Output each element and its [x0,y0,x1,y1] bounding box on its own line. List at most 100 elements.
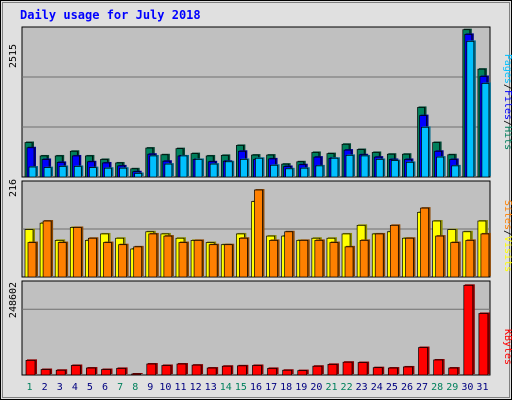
bar-pages-day-8 [134,173,143,178]
bar-kbytes-day-24 [372,367,383,376]
bar-kbytes-day-4 [70,365,81,376]
bar-kbytes-day-17 [267,368,277,376]
panel-visitors-legend: Sites/Visits [502,200,512,272]
bar-pages-day-10 [164,163,173,178]
bar-sites-day-7 [118,244,127,278]
bar-kbytes-day-27 [418,347,428,376]
x-axis-day-labels: 1 2 3 4 5 6 7 8 9 10 11 12 13 14 15 16 17 18 19 20 21 22 23 24 2… [27,382,489,393]
x-tick-label-day-5: 5 [87,382,93,393]
bar-sites-day-16 [254,189,263,278]
x-tick-label-day-15: 15 [235,382,247,393]
bar-pages-day-11 [179,155,188,178]
bar-kbytes-day-30 [463,284,474,376]
x-tick-label-day-4: 4 [72,382,78,393]
panel-volume-legend: KBytes [502,329,512,365]
bar-sites-day-24 [374,233,384,278]
bar-kbytes-day-2 [40,369,51,376]
x-tick-label-day-12: 12 [190,382,202,393]
bar-kbytes-day-16 [252,365,262,376]
bar-pages-day-12 [194,159,203,178]
x-tick-label-day-24: 24 [371,382,383,393]
bar-pages-day-23 [360,155,369,178]
x-tick-label-day-11: 11 [174,382,186,393]
bar-kbytes-day-20 [312,365,323,376]
x-tick-label-day-3: 3 [57,382,63,393]
bar-sites-day-22 [344,246,354,278]
x-tick-label-day-22: 22 [341,382,353,393]
bar-pages-day-15 [240,159,248,178]
bar-kbytes-day-9 [146,363,157,376]
legend-sites: Sites [502,200,512,230]
x-tick-label-day-10: 10 [159,382,171,393]
legend-separator: / [502,84,512,90]
panel-volume-ymax-label: 248602 [8,282,19,318]
chart-title: Daily usage for July 2018 [20,8,201,22]
bar-pages-day-3 [58,166,67,178]
bar-pages-day-27 [421,126,429,178]
bar-pages-day-30 [466,41,475,178]
bar-kbytes-day-8 [131,373,142,376]
panel-traffic-legend: Pages/Files/Hits [502,54,512,150]
bar-sites-day-15 [239,237,248,278]
bar-pages-day-21 [330,157,339,178]
bar-pages-day-1 [28,166,37,178]
bar-kbytes-day-29 [448,367,459,376]
x-tick-label-day-1: 1 [27,382,33,393]
bar-kbytes-day-7 [116,368,126,376]
x-tick-label-day-20: 20 [310,382,322,393]
panel-volume-plot-area [21,280,491,376]
bar-kbytes-day-15 [237,365,247,376]
bar-pages-day-5 [89,167,97,178]
bar-sites-day-28 [435,235,444,278]
bar-pages-day-20 [315,165,324,178]
bar-kbytes-day-13 [206,367,217,376]
bar-sites-day-25 [389,224,399,278]
x-tick-label-day-25: 25 [386,382,398,393]
bar-sites-day-17 [269,240,278,278]
bar-kbytes-day-3 [55,369,66,376]
bar-sites-day-3 [57,242,67,278]
x-tick-label-day-2: 2 [42,382,48,393]
bar-sites-day-1 [27,242,37,278]
bar-sites-day-26 [405,237,414,278]
bar-sites-day-11 [178,242,188,278]
legend-files: Files [502,90,512,120]
bar-pages-day-24 [375,159,384,178]
bar-sites-day-29 [450,242,460,278]
bar-kbytes-day-31 [478,313,489,376]
x-tick-label-day-7: 7 [117,382,123,393]
panel-volume: 248602 KBytes [8,280,512,376]
legend-visits: Visits [502,236,512,272]
legend-pages: Pages [502,54,512,84]
bar-sites-day-31 [480,233,490,278]
bar-pages-day-19 [300,167,309,178]
x-tick-label-day-29: 29 [446,382,458,393]
bar-pages-day-7 [119,167,127,178]
bar-sites-day-12 [193,240,203,278]
x-tick-label-day-21: 21 [325,382,337,393]
legend-hits: Hits [502,126,512,150]
x-tick-label-day-30: 30 [461,382,473,393]
panel-traffic: 2515 Pages/Files/Hits [8,26,512,178]
bar-sites-day-10 [163,235,173,278]
bar-shadow-kbytes-day-8 [132,373,143,374]
bar-kbytes-day-25 [387,367,398,376]
bar-sites-day-20 [314,240,324,278]
bar-kbytes-day-26 [403,366,413,376]
bar-kbytes-day-19 [297,370,308,376]
bar-pages-day-6 [104,167,112,178]
bar-sites-day-23 [359,240,369,278]
bar-kbytes-day-18 [282,369,292,376]
bar-pages-day-25 [390,160,399,178]
bar-sites-day-5 [88,237,97,278]
x-tick-label-day-17: 17 [265,382,277,393]
bar-kbytes-day-11 [176,363,187,376]
panel-traffic-plot-area [21,26,491,178]
x-tick-label-day-9: 9 [147,382,153,393]
x-tick-label-day-23: 23 [356,382,368,393]
bar-sites-day-6 [103,242,112,278]
x-tick-label-day-27: 27 [416,382,428,393]
bar-pages-day-13 [209,163,218,178]
legend-separator: / [502,120,512,126]
